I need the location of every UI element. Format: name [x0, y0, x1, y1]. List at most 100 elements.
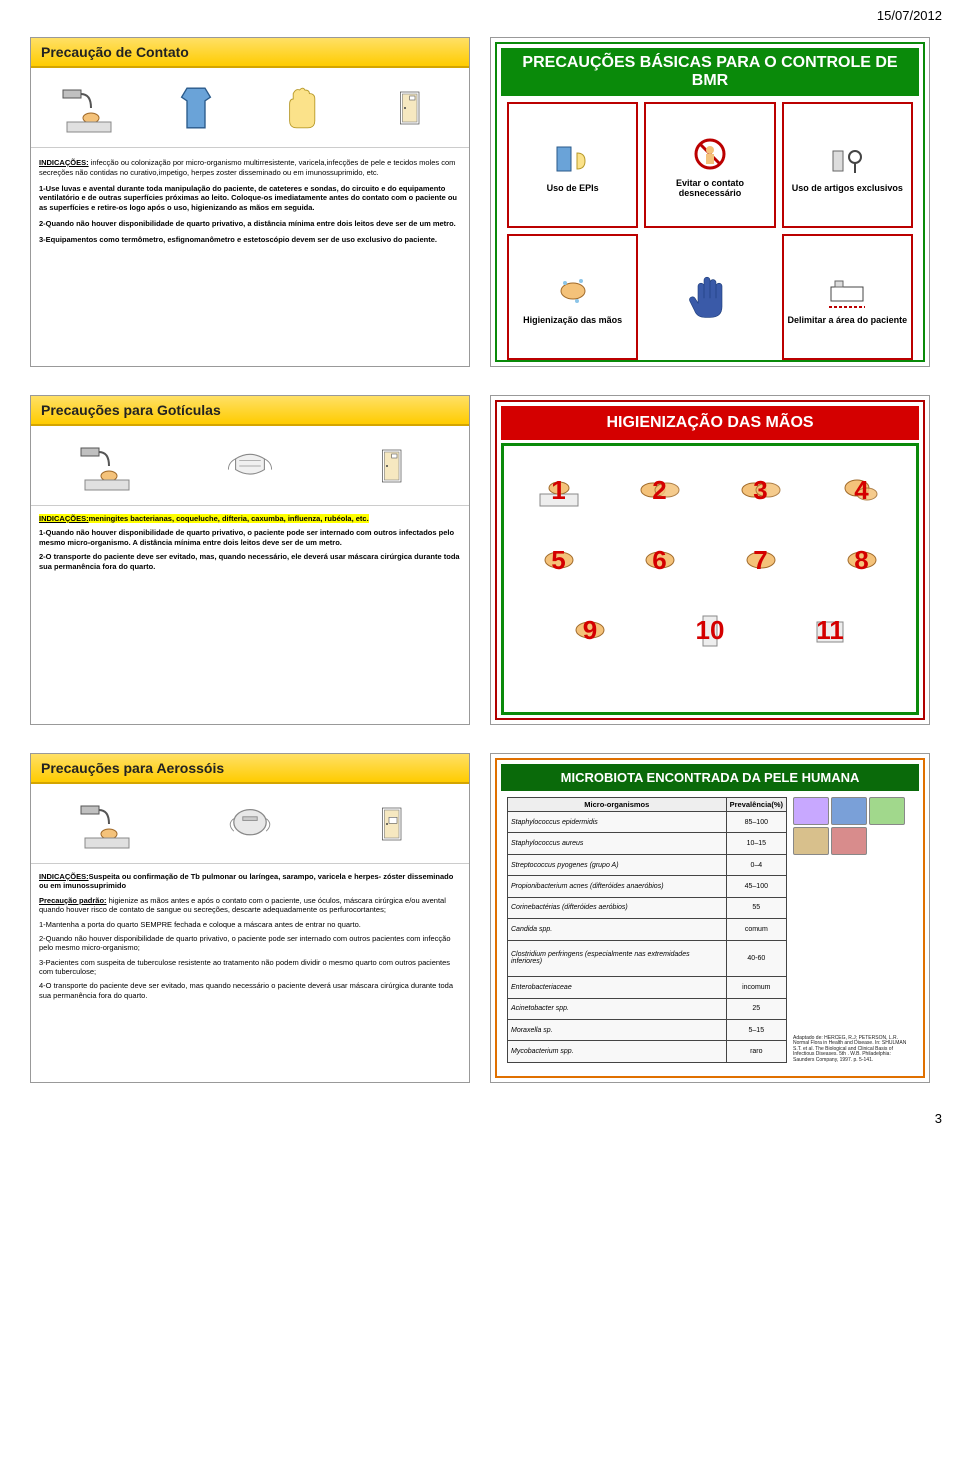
- microbe-image-icon: [793, 797, 829, 825]
- hig-step-10: 10: [670, 600, 750, 660]
- slide-grid: Precaução de Contato INDICAÇÕES: infecçã…: [0, 27, 960, 1103]
- bmr-label-0: Uso de EPIs: [547, 183, 599, 193]
- page-date: 15/07/2012: [0, 0, 960, 27]
- aerossois-p1: 1-Mantenha a porta do quarto SEMPRE fech…: [39, 920, 461, 929]
- aerossois-indic: INDICAÇÕES:Suspeita ou confirmação de Tb…: [39, 872, 461, 891]
- handwash-icon: [77, 794, 137, 854]
- gown-icon: [166, 78, 226, 138]
- hig-num: 3: [753, 475, 767, 506]
- page-number: 3: [0, 1103, 960, 1138]
- delimit-area-icon: [825, 269, 869, 313]
- contato-p2: 2-Quando não houver disponibilidade de q…: [39, 219, 461, 229]
- slide-row-1: Precaução de Contato INDICAÇÕES: infecçã…: [30, 37, 930, 367]
- door-icon: [363, 436, 423, 496]
- microbe-image-icon: [831, 797, 867, 825]
- surgical-mask-icon: [220, 436, 280, 496]
- slide-contato-title: Precaução de Contato: [31, 38, 469, 68]
- microbiota-ref: Adaptado de: HERCEG, R.J; PETERSON, L.R.…: [793, 1036, 913, 1064]
- hig-num: 5: [551, 545, 565, 576]
- micro-name: Propionibacterium acnes (difteróides ana…: [508, 876, 727, 897]
- micro-name: Corinebactérias (difteróides aeróbios): [508, 897, 727, 918]
- bmr-cell-contato: Evitar o contato desnecessário: [644, 102, 775, 228]
- hig-frame: 1 2 3 4 5 6 7 8 9 10 11: [501, 443, 919, 715]
- table-row: Staphylococcus aureus10–15: [508, 833, 787, 854]
- aerossois-title: Precauções para Aerossóis: [31, 754, 469, 784]
- microbiota-inner: MICROBIOTA ENCONTRADA DA PELE HUMANA Mic…: [495, 758, 925, 1078]
- avoid-contact-icon: [688, 132, 732, 176]
- hig-grid: 1 2 3 4 5 6 7 8 9 10 11: [504, 446, 916, 672]
- micro-prev: 0–4: [726, 854, 786, 875]
- contato-indic: INDICAÇÕES: infecção ou colonização por …: [39, 158, 461, 178]
- table-row: Clostridium perfringens (especialmente n…: [508, 940, 787, 976]
- goticulas-body: INDICAÇÕES:meningites bacterianas, coque…: [31, 510, 469, 580]
- aerossois-p4: 4-O transporte do paciente deve ser evit…: [39, 981, 461, 1000]
- hig-num: 9: [583, 615, 597, 646]
- table-row: Acinetobacter spp.25: [508, 998, 787, 1019]
- goticulas-p2: 2-O transporte do paciente deve ser evit…: [39, 552, 461, 571]
- table-row: Staphylococcus epidermidis85–100: [508, 812, 787, 833]
- hig-num: 1: [551, 475, 565, 506]
- table-row: Propionibacterium acnes (difteróides ana…: [508, 876, 787, 897]
- handwash-icon: [551, 269, 595, 313]
- micro-prev: 55: [726, 897, 786, 918]
- indic-text: meningites bacterianas, coqueluche, dift…: [89, 514, 369, 523]
- hig-step-6: 6: [615, 530, 704, 590]
- slide-hig: HIGIENIZAÇÃO DAS MÃOS 1 2 3 4 5 6 7 8 9 …: [490, 395, 930, 725]
- slide-row-3: Precauções para Aerossóis INDICAÇÕES:Sus…: [30, 753, 930, 1083]
- ppe-icon: [551, 137, 595, 181]
- micro-name: Acinetobacter spp.: [508, 998, 727, 1019]
- hig-step-11: 11: [790, 600, 870, 660]
- exclusive-items-icon: [825, 137, 869, 181]
- bmr-cell-hand: [644, 234, 775, 360]
- hig-step-8: 8: [817, 530, 906, 590]
- indic-label: INDICAÇÕES:: [39, 872, 89, 881]
- indic-label: INDICAÇÕES:: [39, 514, 89, 523]
- slide-goticulas: Precauções para Gotículas INDICAÇÕES:men…: [30, 395, 470, 725]
- microbe-image-icon: [869, 797, 905, 825]
- micro-prev: 25: [726, 998, 786, 1019]
- goticulas-illus-row: [31, 426, 469, 506]
- contato-body: INDICAÇÕES: infecção ou colonização por …: [31, 152, 469, 256]
- handwash-icon: [77, 436, 137, 496]
- contato-illus-row: [31, 68, 469, 148]
- micro-name: Staphylococcus aureus: [508, 833, 727, 854]
- hig-step-2: 2: [615, 460, 704, 520]
- bmr-cell-higmaos: Higienização das mãos: [507, 234, 638, 360]
- goticulas-indic: INDICAÇÕES:meningites bacterianas, coque…: [39, 514, 461, 523]
- door-closed-icon: [363, 794, 423, 854]
- contato-p1: 1-Use luvas e avental durante toda manip…: [39, 184, 461, 213]
- micro-name: Enterobacteriaceae: [508, 977, 727, 998]
- bmr-inner: PRECAUÇÕES BÁSICAS PARA O CONTROLE DE BM…: [495, 42, 925, 362]
- micro-name: Clostridium perfringens (especialmente n…: [508, 940, 727, 976]
- hig-num: 6: [652, 545, 666, 576]
- slide-contato: Precaução de Contato INDICAÇÕES: infecçã…: [30, 37, 470, 367]
- microbiota-body: Micro-organismos Prevalência(%) Staphylo…: [501, 791, 919, 1069]
- hig-num: 8: [854, 545, 868, 576]
- bmr-grid: Uso de EPIs Evitar o contato desnecessár…: [501, 96, 919, 366]
- slide-bmr: PRECAUÇÕES BÁSICAS PARA O CONTROLE DE BM…: [490, 37, 930, 367]
- microbiota-table: Micro-organismos Prevalência(%) Staphylo…: [507, 797, 787, 1063]
- micro-prev: 45–100: [726, 876, 786, 897]
- slide-aerossois: Precauções para Aerossóis INDICAÇÕES:Sus…: [30, 753, 470, 1083]
- hig-step-4: 4: [817, 460, 906, 520]
- bmr-label-3: Higienização das mãos: [523, 315, 622, 325]
- table-row: Mycobacterium spp.raro: [508, 1041, 787, 1063]
- micro-name: Streptococcus pyogenes (grupo A): [508, 854, 727, 875]
- micro-name: Staphylococcus epidermidis: [508, 812, 727, 833]
- indic-text: Suspeita ou confirmação de Tb pulmonar o…: [39, 872, 453, 890]
- door-icon: [381, 78, 441, 138]
- hig-inner: HIGIENIZAÇÃO DAS MÃOS 1 2 3 4 5 6 7 8 9 …: [495, 400, 925, 720]
- goticulas-p1: 1-Quando não houver disponibilidade de q…: [39, 528, 461, 547]
- table-row: Streptococcus pyogenes (grupo A)0–4: [508, 854, 787, 875]
- micro-prev: incomum: [726, 977, 786, 998]
- bmr-label-5: Delimitar a área do paciente: [788, 315, 908, 325]
- micro-prev: 5–15: [726, 1019, 786, 1040]
- aerossois-p3: 3-Pacientes com suspeita de tuberculose …: [39, 958, 461, 977]
- microbe-image-icon: [831, 827, 867, 855]
- hig-step-5: 5: [514, 530, 603, 590]
- padrao-label: Precaução padrão:: [39, 896, 107, 905]
- micro-name: Mycobacterium spp.: [508, 1041, 727, 1063]
- aerossois-illus-row: [31, 784, 469, 864]
- indic-text: infecção ou colonização por micro-organi…: [39, 158, 455, 177]
- hig-step-7: 7: [716, 530, 805, 590]
